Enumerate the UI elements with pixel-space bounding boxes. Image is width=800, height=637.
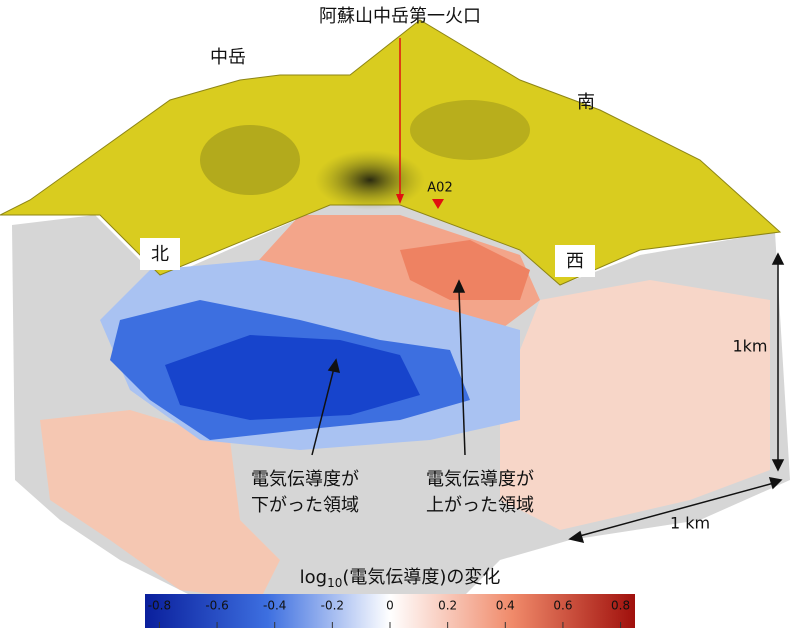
direction-label: 西 [566,251,584,272]
tick-label: 0 [386,599,394,613]
peak-label: 中岳 [210,47,246,68]
station-marker [432,199,444,209]
title: 阿蘇山中岳第一火口 [319,6,481,27]
annotation: 電気伝導度が [426,469,534,490]
arrow-head [396,194,404,204]
label-box [140,238,180,270]
tick-label: -0.4 [263,599,286,613]
tick-label: 0.4 [496,599,515,613]
terrain [0,19,782,286]
annotation: 下がった領域 [251,495,359,516]
colorbar-title: log10(電気伝導度)の変化 [300,567,501,590]
annotation-arrows [311,252,785,544]
annotation: 上がった領域 [426,495,534,516]
tick-label: 0.6 [553,599,572,613]
colorbar-ticks: -0.8 -0.6 -0.4 -0.2 0 0.2 0.4 0.6 0.8 [148,599,630,628]
scale-label: 1km [732,337,767,356]
colorbar-title-part: log [300,567,327,588]
direction-label: 南 [577,92,595,113]
subsurface-block [12,205,790,625]
tick-label: -0.8 [148,599,171,613]
tick-label: -0.6 [205,599,228,613]
direction-label: 北 [151,244,169,265]
tick-label: 0.2 [438,599,457,613]
colorbar-title-part: (電気伝導度)の変化 [342,567,500,588]
tick-label: -0.2 [321,599,344,613]
station-label: A02 [427,181,452,196]
label-box [555,245,595,277]
tick-label: 0.8 [611,599,630,613]
annotation: 電気伝導度が [251,469,359,490]
scale-label: 1 km [670,514,710,533]
colorbar-title-subscript: 10 [327,576,342,590]
